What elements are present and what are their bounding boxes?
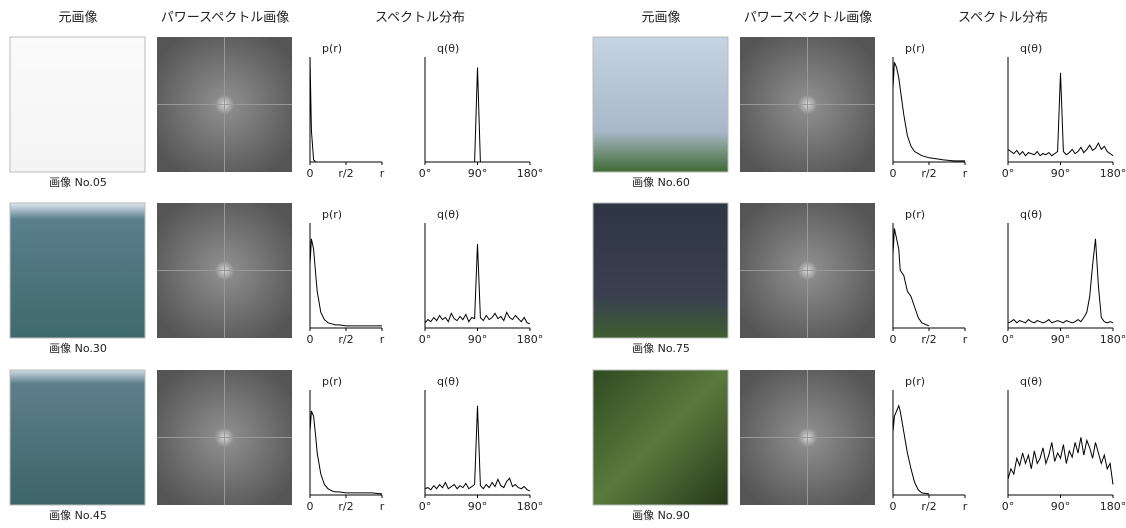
x-tick-label: r/2	[921, 333, 936, 346]
distribution-curve	[310, 239, 382, 326]
x-tick-label: 90°	[468, 167, 488, 180]
axis-label: q(θ)	[437, 42, 459, 55]
image-label: 画像 No.30	[49, 342, 107, 355]
x-tick-label: 90°	[1051, 167, 1071, 180]
distribution-curve	[893, 62, 965, 161]
x-tick-label: 90°	[1051, 500, 1071, 513]
axis-label: p(r)	[905, 42, 925, 55]
column-header: スペクトル分布	[958, 11, 1048, 26]
x-tick-label: 0	[307, 333, 314, 346]
axis-label: q(θ)	[1020, 42, 1042, 55]
x-tick-label: 0	[890, 500, 897, 513]
x-tick-label: 180°	[517, 167, 544, 180]
distribution-curve	[1008, 73, 1113, 156]
column-header: パワースペクトル画像	[161, 11, 289, 26]
column-header: スペクトル分布	[375, 11, 465, 26]
x-tick-label: r/2	[921, 167, 936, 180]
x-tick-label: 180°	[517, 500, 544, 513]
axis-label: q(θ)	[437, 375, 459, 388]
x-tick-label: 90°	[468, 333, 488, 346]
x-tick-label: 0°	[419, 500, 432, 513]
column-header: 元画像	[58, 11, 97, 26]
x-tick-label: 0°	[1002, 500, 1015, 513]
axis-label: q(θ)	[1020, 375, 1042, 388]
x-tick-label: r	[380, 333, 385, 346]
distribution-curve	[425, 244, 530, 324]
x-tick-label: r/2	[338, 167, 353, 180]
x-tick-label: 0	[307, 167, 314, 180]
x-tick-label: 0°	[419, 333, 432, 346]
axis-label: q(θ)	[1020, 208, 1042, 221]
x-tick-label: 180°	[1100, 167, 1126, 180]
distribution-curve	[425, 68, 530, 163]
x-tick-label: 0	[890, 167, 897, 180]
x-tick-label: r	[963, 333, 968, 346]
original-image	[593, 37, 728, 172]
x-tick-label: 90°	[1051, 333, 1071, 346]
axis-label: q(θ)	[437, 208, 459, 221]
x-tick-label: r	[963, 167, 968, 180]
image-label: 画像 No.45	[49, 509, 107, 522]
x-tick-label: 0°	[1002, 167, 1015, 180]
x-tick-label: 180°	[1100, 500, 1126, 513]
x-tick-label: 0°	[1002, 333, 1015, 346]
distribution-curve	[310, 411, 382, 494]
x-tick-label: r	[380, 167, 385, 180]
image-label: 画像 No.90	[632, 509, 690, 522]
image-label: 画像 No.60	[632, 176, 690, 189]
axis-label: p(r)	[322, 208, 342, 221]
distribution-curve	[893, 228, 929, 326]
original-image	[10, 370, 145, 505]
distribution-curve	[425, 406, 530, 491]
image-label: 画像 No.75	[632, 342, 690, 355]
x-tick-label: r/2	[921, 500, 936, 513]
column-header: パワースペクトル画像	[744, 11, 872, 26]
axis-label: p(r)	[905, 375, 925, 388]
x-tick-label: r	[380, 500, 385, 513]
axis-label: p(r)	[322, 375, 342, 388]
column-header: 元画像	[641, 11, 680, 26]
figure: 元画像 パワースペクトル画像 スペクトル分布 元画像 パワースペクトル画像 スペクトル分布…	[0, 0, 1126, 528]
distribution-curve	[310, 57, 382, 162]
original-image	[593, 203, 728, 338]
x-tick-label: r	[963, 500, 968, 513]
x-tick-label: 90°	[468, 500, 488, 513]
x-tick-label: 180°	[1100, 333, 1126, 346]
distribution-curve	[1008, 437, 1113, 484]
x-tick-label: 0°	[419, 167, 432, 180]
axis-label: p(r)	[905, 208, 925, 221]
distribution-curve	[893, 406, 929, 494]
image-label: 画像 No.05	[49, 176, 107, 189]
axis-label: p(r)	[322, 42, 342, 55]
x-tick-label: 0	[307, 500, 314, 513]
original-image	[593, 370, 728, 505]
x-tick-label: 180°	[517, 333, 544, 346]
x-tick-label: 0	[890, 333, 897, 346]
original-image	[10, 203, 145, 338]
original-image	[10, 37, 145, 172]
x-tick-label: r/2	[338, 333, 353, 346]
x-tick-label: r/2	[338, 500, 353, 513]
distribution-curve	[1008, 239, 1113, 323]
